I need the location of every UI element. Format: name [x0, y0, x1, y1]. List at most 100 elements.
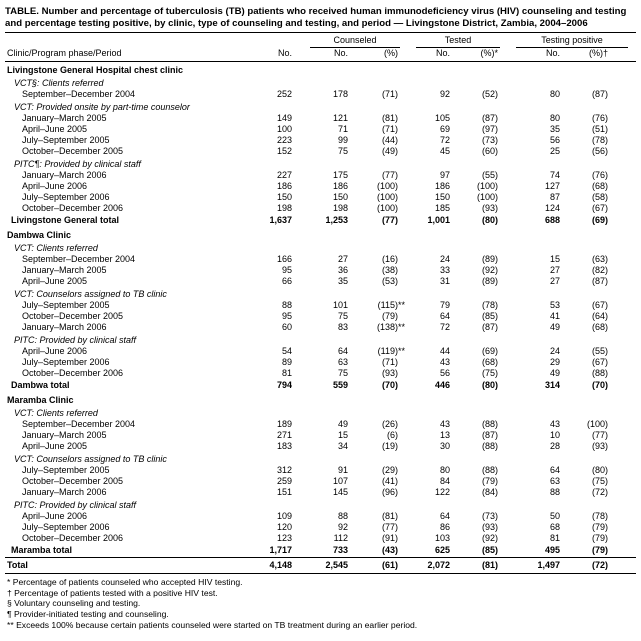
cell-value: (69) — [591, 215, 608, 226]
cell-value: 198 — [276, 203, 292, 214]
table-row-period: October–December 2006 81 75 (93) 56 (75) 49 (88… — [5, 368, 636, 379]
row-label: January–March 2005 — [22, 113, 107, 124]
cell-value — [302, 62, 358, 77]
cell-value — [570, 62, 636, 77]
cell-value: 88 — [281, 300, 292, 311]
cell-value: 123 — [276, 533, 292, 544]
cell-value: (93) — [381, 368, 398, 379]
table-row-period: January–March 2005 271 15 (6) 13 (87) 10 (77) — [5, 430, 636, 441]
cell-value: 15 — [549, 254, 560, 265]
cell-value — [302, 241, 358, 254]
cell-value — [570, 406, 636, 419]
cell-value — [252, 241, 302, 254]
cell-value: 64 — [549, 465, 560, 476]
footnote: § Voluntary counseling and testing. — [7, 598, 141, 609]
cell-value — [570, 452, 636, 465]
table-row-period: April–June 2006 109 88 (81) 64 (73) 50 (78) — [5, 511, 636, 522]
cell-value: (55) — [481, 170, 498, 181]
cell-value: 625 — [434, 545, 450, 556]
cell-value — [508, 287, 570, 300]
table-row-phase: VCT: Clients referred — [5, 241, 636, 254]
cell-value: 4,148 — [251, 557, 302, 575]
cell-value: (53) — [381, 276, 398, 287]
cell-value — [358, 287, 408, 300]
row-label: October–December 2005 — [22, 146, 124, 157]
table-row-period: January–March 2005 149 121 (81) 105 (87) 80 (76… — [5, 113, 636, 124]
cell-value: (38) — [381, 265, 398, 276]
spanner-counseled: Counseled — [309, 35, 400, 49]
cell-value: 99 — [337, 135, 348, 146]
cell-value — [408, 406, 460, 419]
cell-value — [302, 157, 358, 170]
cell-value: (89) — [481, 276, 498, 287]
cell-value: 183 — [276, 441, 292, 452]
table-row-period: April–June 2006 54 64 (119)** 44 (69) 24 (55) — [5, 346, 636, 357]
cell-value: 43 — [439, 357, 450, 368]
row-label: VCT: Clients referred — [14, 408, 98, 419]
cell-value — [570, 100, 636, 113]
cell-value: (67) — [591, 203, 608, 214]
cell-value: 794 — [276, 380, 292, 391]
row-label: VCT: Counselors assigned to TB clinic — [14, 289, 167, 300]
spanner-row: Counseled Tested Testing positive — [5, 33, 636, 49]
row-label: April–June 2006 — [22, 181, 88, 192]
cell-value: (79) — [481, 476, 498, 487]
cell-value: (76) — [591, 113, 608, 124]
cell-value — [508, 100, 570, 113]
cell-value: 27 — [549, 276, 560, 287]
column-header-row: Clinic/Program phase/Period No. No. (%) … — [5, 48, 636, 63]
cell-value: (44) — [381, 135, 398, 146]
row-label: July–September 2005 — [22, 465, 110, 476]
row-label: July–September 2006 — [22, 522, 110, 533]
row-label: VCT§: Clients referred — [14, 78, 104, 89]
cell-value: 100 — [276, 124, 292, 135]
row-label: September–December 2004 — [22, 419, 136, 430]
cell-value — [508, 392, 570, 406]
cell-value: (89) — [481, 254, 498, 265]
cell-value: (77) — [381, 215, 398, 226]
cell-value: 89 — [281, 357, 292, 368]
cell-value: 63 — [337, 357, 348, 368]
cell-value — [460, 333, 508, 346]
footnotes: * Percentage of patients counseled who a… — [5, 577, 636, 630]
cell-value: 2,072 — [407, 557, 460, 575]
cell-value: 29 — [549, 357, 560, 368]
cell-value: 2,545 — [301, 557, 358, 575]
cell-value: 24 — [549, 346, 560, 357]
cell-value: (51) — [591, 124, 608, 135]
cell-value: 124 — [544, 203, 560, 214]
cell-value: 122 — [434, 487, 450, 498]
cell-value: 1,497 — [507, 557, 570, 575]
cell-value: 312 — [276, 465, 292, 476]
cell-value: (71) — [381, 89, 398, 100]
cell-value: 103 — [434, 533, 450, 544]
row-label: Maramba Clinic — [7, 395, 74, 406]
cell-value: 88 — [337, 511, 348, 522]
cell-value: 227 — [276, 170, 292, 181]
cell-value — [508, 76, 570, 89]
cell-value — [460, 498, 508, 511]
row-label: Dambwa Clinic — [7, 230, 72, 241]
cell-value: 64 — [439, 511, 450, 522]
column-header-tested-no: No. — [407, 48, 460, 63]
cell-value: (29) — [381, 465, 398, 476]
row-label: September–December 2004 — [22, 89, 136, 100]
row-label: April–June 2006 — [22, 511, 88, 522]
cell-value: (93) — [481, 203, 498, 214]
cell-value: (77) — [591, 430, 608, 441]
cell-value: 71 — [337, 124, 348, 135]
cell-value — [508, 241, 570, 254]
cell-value: 34 — [337, 441, 348, 452]
cell-value — [302, 452, 358, 465]
cell-value — [408, 392, 460, 406]
cell-value — [570, 157, 636, 170]
cell-value — [358, 452, 408, 465]
row-label: April–June 2005 — [22, 124, 88, 135]
cell-value: (67) — [591, 300, 608, 311]
table-body: Livingstone General Hospital chest clini… — [5, 62, 636, 575]
cell-value: (91) — [381, 533, 398, 544]
cell-value — [570, 392, 636, 406]
cell-value — [508, 498, 570, 511]
cell-value: 127 — [544, 181, 560, 192]
cell-value — [358, 157, 408, 170]
